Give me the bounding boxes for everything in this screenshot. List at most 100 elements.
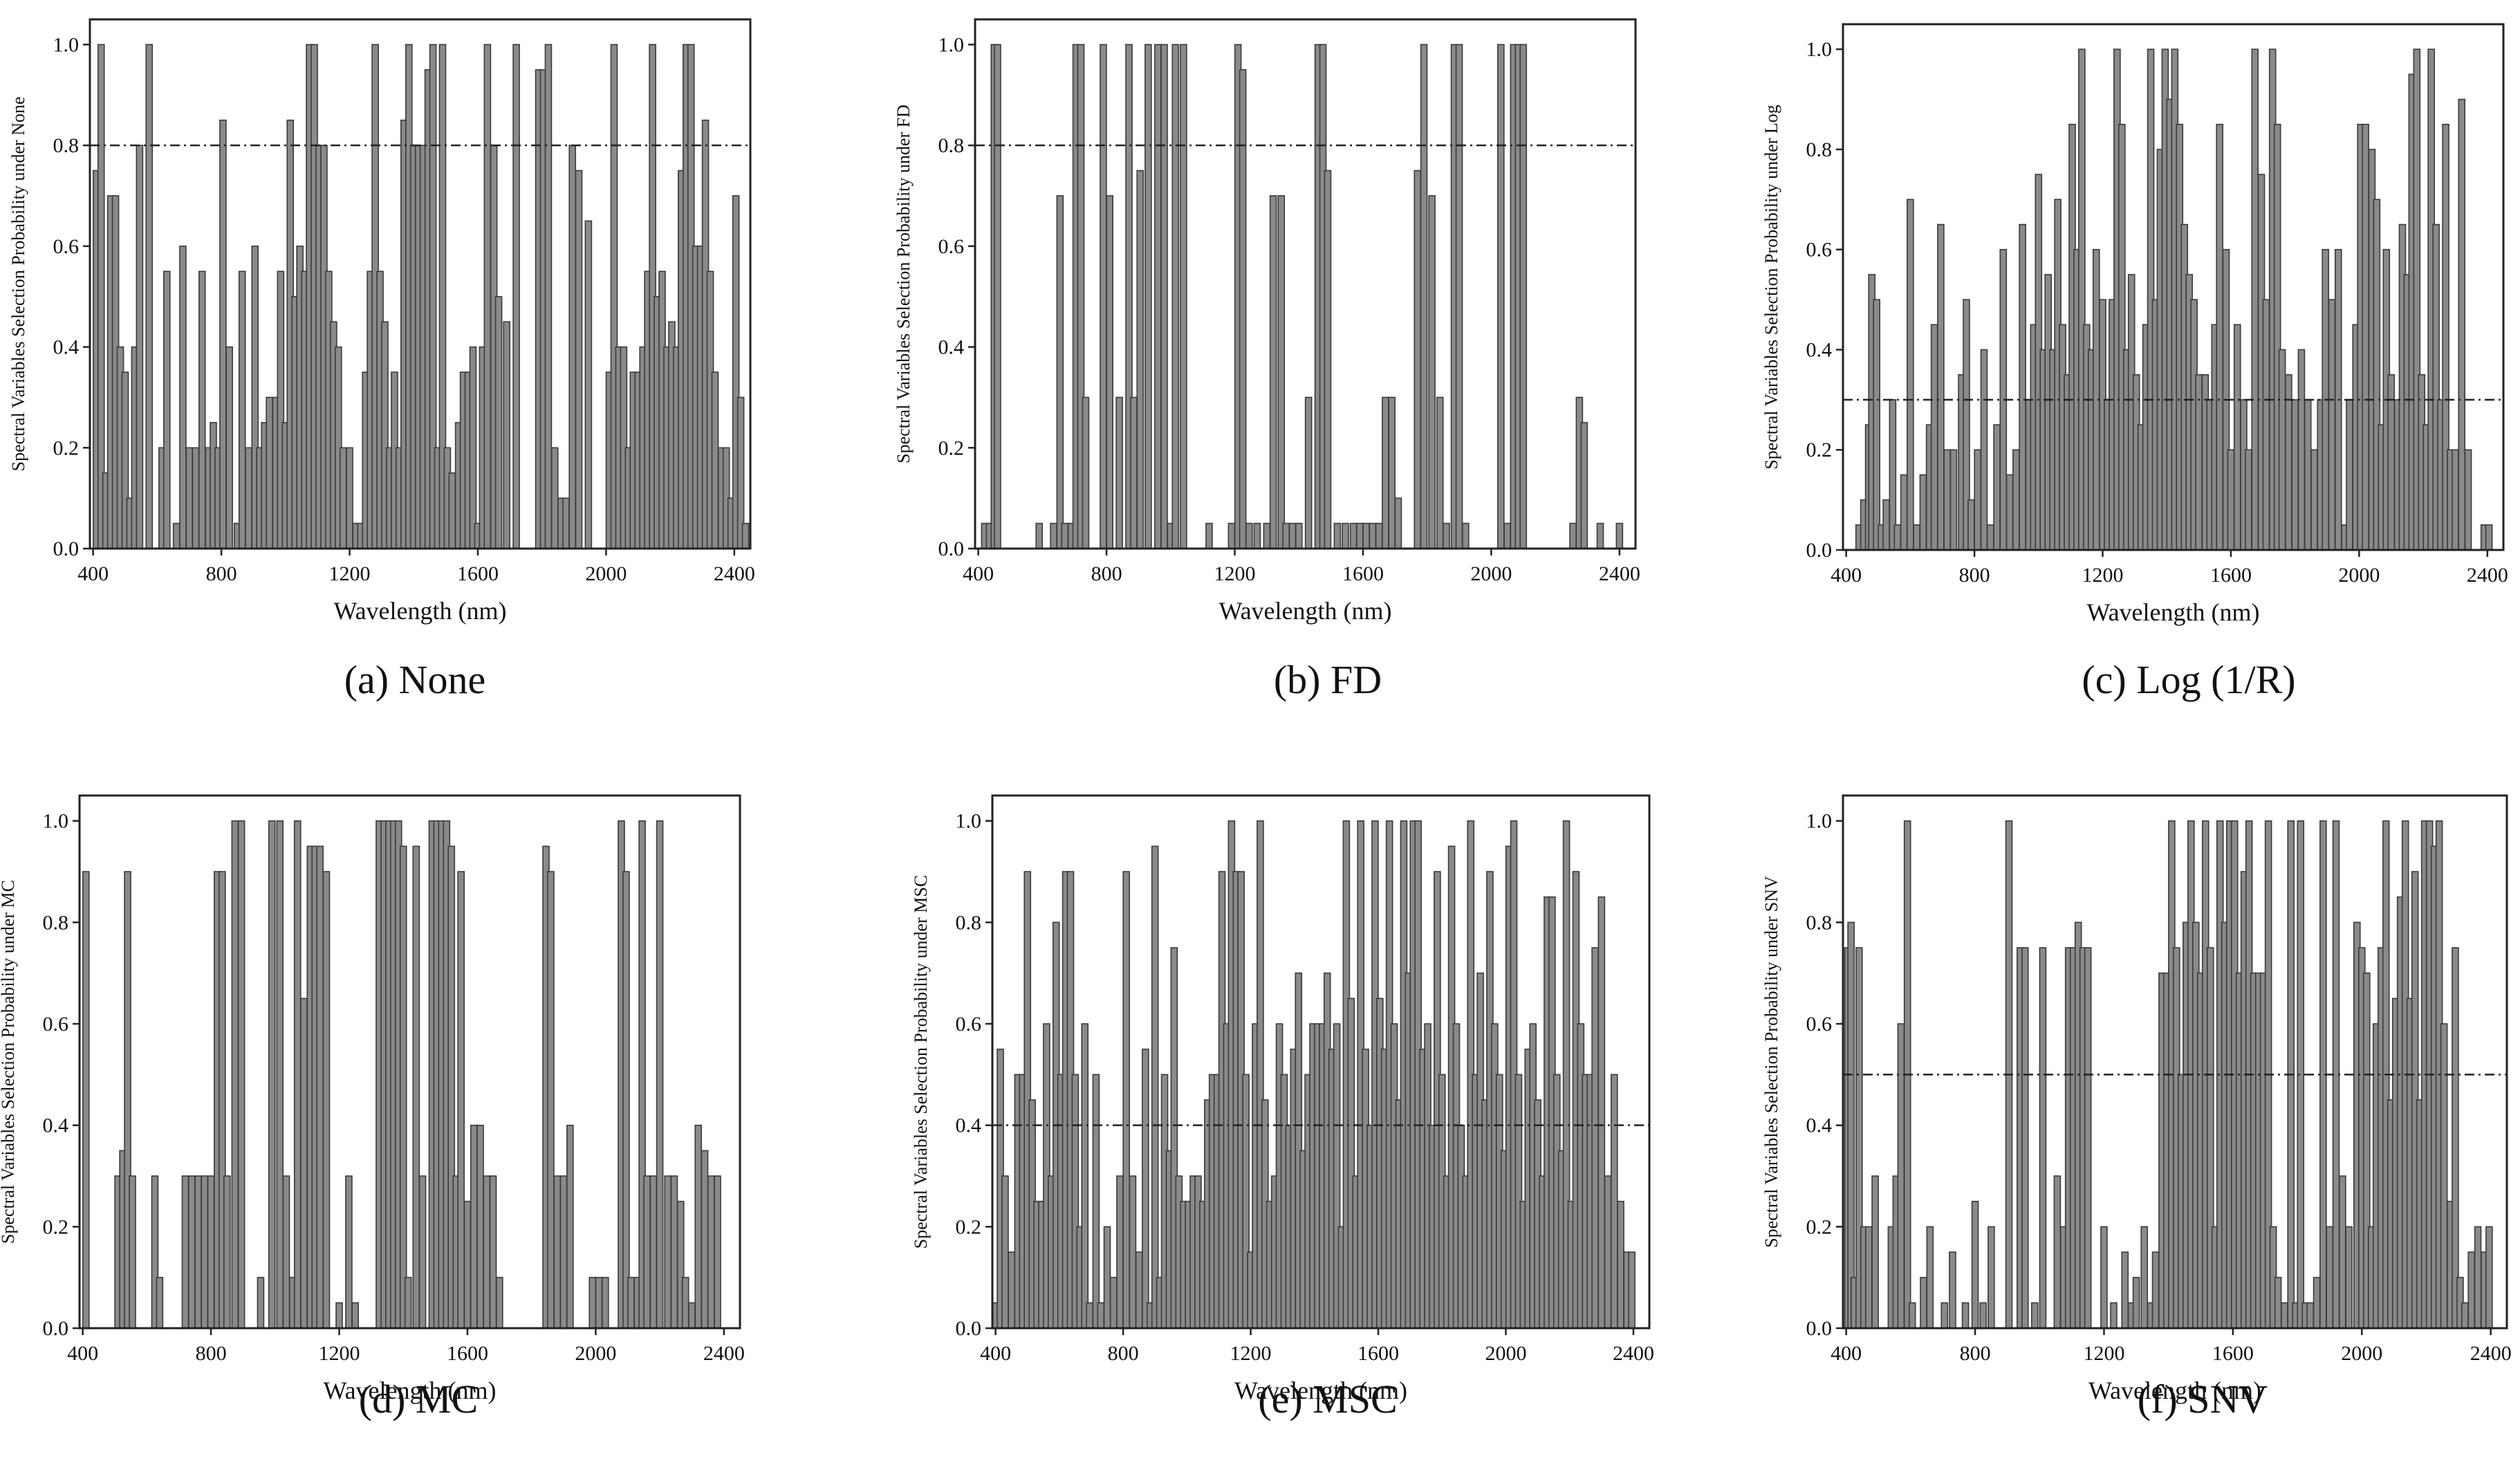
bar-e-28 <box>1142 1048 1149 1329</box>
bar-d-15 <box>231 820 239 1329</box>
x-tick-label-e-5: 2400 <box>1613 1342 1654 1365</box>
bar-c-15 <box>1937 223 1945 551</box>
bar-d-49 <box>476 1124 484 1329</box>
bar-e-23 <box>1109 1276 1118 1329</box>
bar-b-14 <box>1115 396 1123 549</box>
bar-d-28 <box>335 1302 343 1329</box>
bar-c-76 <box>2262 299 2270 551</box>
y-tick-label-e-4: 0.8 <box>956 911 982 934</box>
y-tick-label-b-1: 0.2 <box>938 437 965 459</box>
x-tick-label-d-5: 2400 <box>703 1342 745 1365</box>
bar-e-2 <box>1001 1175 1009 1329</box>
bar-a-10 <box>145 44 154 549</box>
bar-a-14 <box>179 246 187 549</box>
x-tick-label-f-2: 1200 <box>2083 1342 2124 1365</box>
bar-f-24 <box>2039 947 2047 1329</box>
bar-d-18 <box>268 820 276 1329</box>
bar-f-1 <box>1847 921 1855 1329</box>
x-tick-label-b-1: 800 <box>1091 562 1122 585</box>
bar-c-26 <box>2005 474 2014 551</box>
caption-d: (d) MC <box>358 1377 479 1422</box>
bar-b-32 <box>1277 195 1286 549</box>
bar-b-7 <box>1061 522 1069 549</box>
chart-panel-a: 400 800 1200 1600 2000 2400 0.0 0.2 0.4 0.6 0.8 1.0… <box>8 18 755 625</box>
bar-e-125 <box>1610 1074 1618 1329</box>
bar-c-14 <box>1930 324 1938 551</box>
y-tick-label-c-2: 0.4 <box>1806 338 1833 361</box>
x-axis-label-f: Wavelength (nm) <box>2088 1377 2261 1404</box>
bar-d-67 <box>649 1175 658 1329</box>
caption-c: (c) Log (1/R) <box>2082 657 2296 702</box>
bar-f-71 <box>2313 1276 2321 1329</box>
y-tick-label-d-1: 0.2 <box>43 1215 69 1238</box>
bar-b-31 <box>1269 195 1277 549</box>
bar-d-54 <box>547 871 555 1329</box>
x-tick-label-a-4: 2000 <box>585 562 627 585</box>
bar-b-16 <box>1130 396 1138 549</box>
x-tick-label-a-3: 1600 <box>457 562 499 585</box>
bar-b-3 <box>994 44 1001 549</box>
x-tick-label-f-1: 800 <box>1960 1342 1991 1365</box>
bar-c-111 <box>2452 449 2459 551</box>
bar-d-72 <box>681 1276 689 1329</box>
bar-f-17 <box>1971 1200 1979 1329</box>
plot-frame-d <box>78 794 741 1330</box>
x-tick-label-c-4: 2000 <box>2338 564 2380 587</box>
bar-b-18 <box>1145 44 1152 549</box>
caption-f: (f) SNV <box>2137 1377 2268 1422</box>
bar-e-123 <box>1597 896 1606 1329</box>
bar-d-48 <box>470 1124 478 1329</box>
bar-d-10 <box>201 1175 209 1329</box>
caption-a: (a) None <box>344 657 486 702</box>
bar-b-22 <box>1171 44 1180 549</box>
bar-a-22 <box>225 346 233 549</box>
bar-f-34 <box>2121 1251 2129 1329</box>
bar-b-59 <box>1503 522 1511 549</box>
y-tick-label-c-0: 0.0 <box>1806 539 1833 562</box>
bar-c-68 <box>2216 123 2224 551</box>
y-tick-label-c-1: 0.2 <box>1806 439 1833 461</box>
plot-frame-c <box>1842 23 2505 551</box>
y-tick-label-f-0: 0.0 <box>1806 1317 1833 1340</box>
bar-b-11 <box>1082 396 1090 549</box>
bar-c-90 <box>2346 399 2353 551</box>
bar-c-27 <box>2012 449 2020 551</box>
bar-f-11 <box>1908 1302 1916 1329</box>
bar-a-115 <box>741 522 750 549</box>
bar-a-66 <box>448 472 456 549</box>
bar-f-12 <box>1920 1276 1927 1329</box>
bar-b-63 <box>1569 522 1577 549</box>
bar-b-28 <box>1245 522 1253 549</box>
bar-a-9 <box>136 145 144 549</box>
bar-d-63 <box>627 1276 635 1329</box>
y-tick-label-d-2: 0.4 <box>43 1114 69 1137</box>
x-tick-label-f-5: 2400 <box>2470 1342 2512 1365</box>
bar-b-13 <box>1106 195 1114 549</box>
x-tick-label-b-0: 400 <box>963 562 994 585</box>
bar-f-9 <box>1897 1023 1905 1329</box>
y-tick-label-b-3: 0.6 <box>938 235 965 258</box>
bar-c-24 <box>1993 424 2001 551</box>
bar-c-28 <box>2019 223 2026 551</box>
bar-a-85 <box>575 169 583 549</box>
chart-panel-f: 400 800 1200 1600 2000 2400 0.0 0.2 0.4 0.6 0.8 1.0… <box>1761 794 2512 1404</box>
x-tick-label-e-4: 2000 <box>1485 1342 1526 1365</box>
bar-f-64 <box>2274 1276 2282 1329</box>
bar-f-97 <box>2452 947 2459 1329</box>
bar-f-23 <box>2030 1302 2039 1329</box>
bar-b-62 <box>1519 44 1528 549</box>
bar-c-23 <box>1986 524 1994 551</box>
bar-b-67 <box>1615 522 1624 549</box>
y-axis-label-f: Spectral Variables Selection Probability… <box>1761 876 1781 1248</box>
bar-a-29 <box>266 396 273 549</box>
bar-e-124 <box>1604 1175 1612 1329</box>
bar-f-15 <box>1949 1251 1956 1329</box>
bar-a-15 <box>185 447 194 549</box>
x-axis-label-e: Wavelength (nm) <box>1234 1377 1407 1404</box>
bar-c-81 <box>2291 399 2299 551</box>
x-tick-label-e-1: 800 <box>1108 1342 1139 1365</box>
bar-b-34 <box>1288 522 1297 549</box>
bar-b-4 <box>1035 522 1044 549</box>
bar-d-69 <box>664 1175 671 1329</box>
bar-e-27 <box>1135 1251 1143 1329</box>
